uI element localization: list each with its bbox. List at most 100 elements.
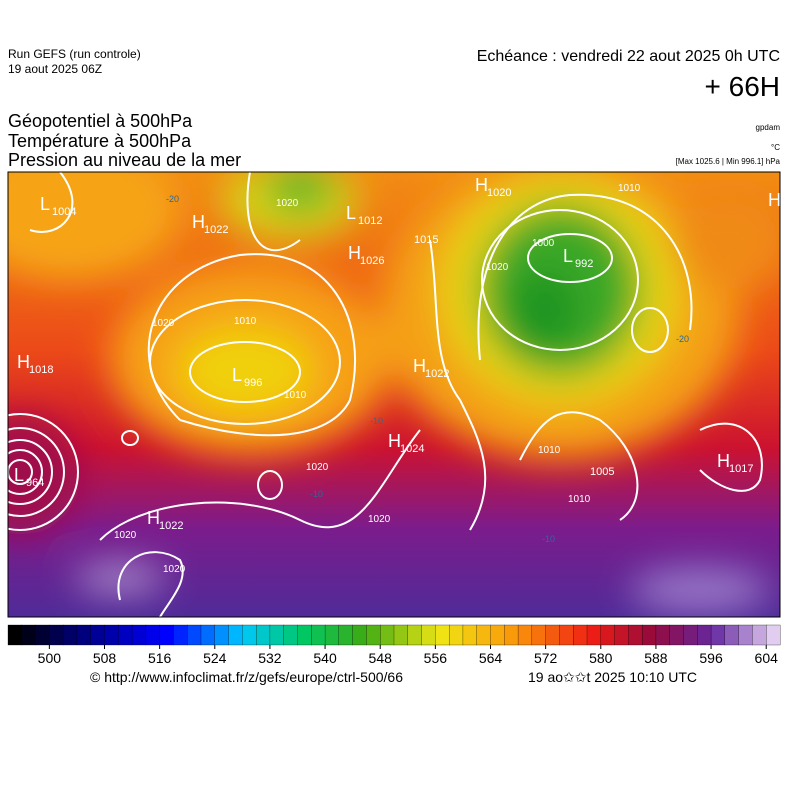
colorbar-label: 596 [699, 650, 723, 666]
colorbar-label: 500 [38, 650, 62, 666]
unit-pressure: [Max 1025.6 | Min 996.1] hPa [676, 157, 781, 166]
colorbar-swatch [242, 624, 257, 646]
lead-time: + 66H [705, 71, 781, 102]
temperature-label: -10 [370, 416, 383, 426]
colorbar-swatch [683, 624, 698, 646]
colorbar-swatch [421, 624, 436, 646]
isobar-label: 1010 [538, 445, 561, 456]
colorbar-swatch [545, 624, 560, 646]
center-pressure: 1020 [487, 187, 511, 199]
unit-temperature: °C [771, 143, 780, 152]
temperature-label: -20 [166, 194, 179, 204]
center-pressure: 1022 [204, 224, 228, 236]
center-letter: H [413, 356, 426, 376]
colorbar-swatch [752, 624, 767, 646]
run-date: 19 aout 2025 06Z [8, 62, 102, 76]
center-letter: H [475, 175, 488, 195]
center-pressure: 964 [26, 477, 44, 489]
colorbar-label: 580 [589, 650, 613, 666]
colorbar-swatch [655, 624, 671, 646]
colorbar-swatch [738, 624, 753, 646]
center-letter: L [232, 365, 242, 385]
colorbar-swatch [145, 624, 161, 646]
isobar-label: 1020 [152, 318, 175, 329]
colorbar-swatch [76, 624, 92, 646]
center-pressure: 1004 [52, 206, 76, 218]
temperature-label: -10 [310, 489, 323, 499]
center-letter: H [768, 190, 781, 210]
colorbar-label: 604 [755, 650, 779, 666]
center-pressure: 1022 [425, 368, 449, 380]
colorbar-swatch [311, 624, 326, 646]
colorbar-label: 588 [644, 650, 668, 666]
isobar-label: 1020 [276, 198, 299, 209]
center-letter: H [147, 508, 160, 528]
center-letter: H [348, 243, 361, 263]
center-letter: L [40, 194, 50, 214]
isobar-label: 1010 [284, 390, 307, 401]
isobar-label: 1020 [306, 462, 329, 473]
colorbar-swatch [600, 624, 616, 646]
colorbar-swatch [269, 624, 285, 646]
colorbar-label: 556 [424, 650, 448, 666]
colorbar-swatch [7, 624, 23, 646]
colorbar-label: 516 [148, 650, 172, 666]
center-pressure: 1015 [414, 234, 438, 246]
colorbar-swatch [669, 624, 684, 646]
title-pressure: Pression au niveau de la mer [8, 150, 241, 170]
colorbar-label: 564 [479, 650, 503, 666]
colorbar-swatch [104, 624, 119, 646]
colorbar-swatch [697, 624, 712, 646]
colorbar-swatch [614, 624, 629, 646]
center-letter: L [346, 203, 356, 223]
colorbar-swatch [380, 624, 395, 646]
center-letter: H [17, 352, 30, 372]
colorbar-label: 540 [313, 650, 337, 666]
colorbar-swatch [517, 624, 533, 646]
title-geopotential: Géopotentiel à 500hPa [8, 111, 193, 131]
colorbar-swatch [49, 624, 64, 646]
center-pressure: 996 [244, 377, 262, 389]
colorbar-swatch [462, 624, 478, 646]
center-pressure: 1005 [590, 466, 614, 478]
colorbar-swatch [255, 624, 271, 646]
colorbar-label: 548 [369, 650, 393, 666]
colorbar-swatch [407, 624, 423, 646]
isobar-label: 1000 [532, 238, 555, 249]
colorbar-swatch [641, 624, 657, 646]
isobar-label: 1020 [163, 564, 186, 575]
colorbar-swatch [586, 624, 602, 646]
colorbar-swatch [159, 624, 174, 646]
isobar-label: 1010 [234, 316, 257, 327]
isobar-label: 1020 [368, 514, 391, 525]
center-pressure: 1012 [358, 215, 382, 227]
center-pressure: 1024 [400, 443, 424, 455]
colorbar-swatch [573, 624, 588, 646]
map-field [8, 172, 780, 617]
center-pressure: 1018 [29, 364, 53, 376]
colorbar-swatch [228, 624, 243, 646]
colorbar-swatch [118, 624, 133, 646]
center-letter: H [192, 212, 205, 232]
center-letter: L [14, 465, 24, 485]
temperature-label: -20 [676, 334, 689, 344]
isobars [8, 172, 763, 617]
center-pressure: 1026 [360, 255, 384, 267]
center-letter: L [563, 246, 573, 266]
colorbar-swatch [393, 624, 409, 646]
colorbar-swatch [366, 624, 381, 646]
isobar-label: 1020 [486, 262, 509, 273]
isobar-label: 1020 [114, 530, 137, 541]
colorbar-swatch [352, 624, 367, 646]
colorbar-swatch [559, 624, 574, 646]
center-letter: H [388, 431, 401, 451]
colorbar-swatch [766, 624, 781, 646]
colorbar-swatch [35, 624, 50, 646]
colorbar-swatch [62, 624, 78, 646]
colorbar-swatch [724, 624, 740, 646]
center-pressure: 992 [575, 258, 593, 270]
colorbar-label: 524 [203, 650, 227, 666]
colorbar-swatch [490, 624, 505, 646]
colorbar-swatch [531, 624, 547, 646]
